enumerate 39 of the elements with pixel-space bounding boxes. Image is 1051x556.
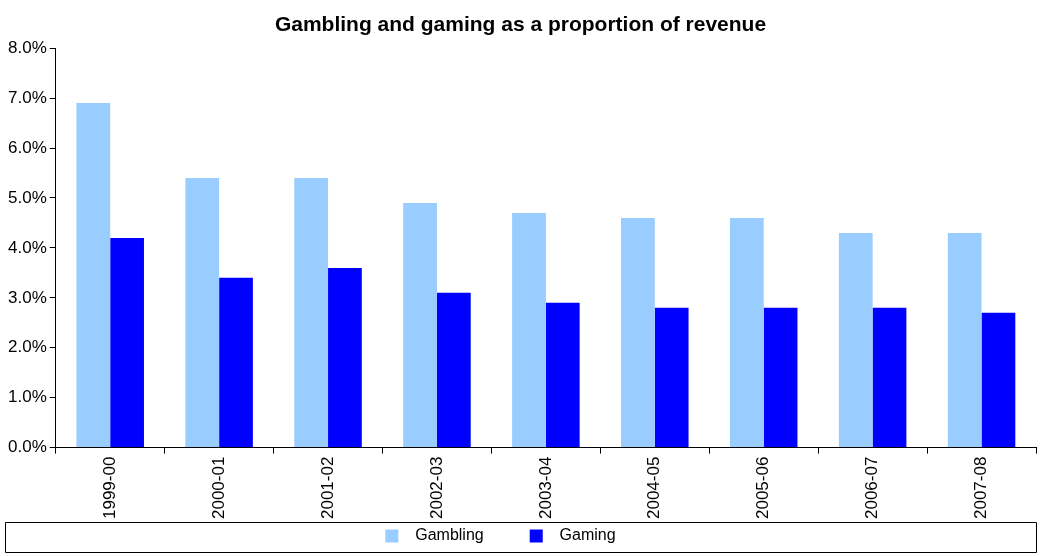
bar — [403, 202, 437, 448]
y-tick-label: 4.0% — [8, 237, 47, 257]
bar — [512, 212, 546, 448]
y-tick-label: 1.0% — [8, 387, 47, 407]
x-tick-label: 1999-00 — [99, 456, 119, 519]
x-tick-label: 2000-01 — [208, 456, 228, 519]
y-tick-label: 7.0% — [8, 87, 47, 107]
x-tick-label: 2006-07 — [862, 456, 882, 519]
legend-label: Gaming — [550, 526, 656, 544]
bar — [219, 277, 253, 448]
bar — [76, 103, 111, 448]
bar — [838, 232, 873, 448]
bar — [981, 312, 1016, 448]
bar — [654, 307, 689, 448]
bar — [621, 217, 655, 448]
bar — [545, 302, 580, 448]
bar — [436, 292, 471, 448]
x-tick-label: 2001-02 — [317, 456, 337, 519]
y-tick-label: 0.0% — [8, 437, 47, 457]
legend-label: Gambling — [406, 526, 524, 544]
x-tick-label: 2005-06 — [753, 456, 773, 519]
y-tick-label: 6.0% — [8, 137, 47, 157]
bar — [294, 178, 329, 448]
x-tick-label: 2003-04 — [535, 456, 555, 519]
bar — [763, 307, 798, 448]
bar — [110, 237, 144, 448]
bar — [947, 232, 982, 448]
bar — [328, 267, 362, 448]
y-tick-label: 2.0% — [8, 337, 47, 357]
y-tick-label: 3.0% — [8, 287, 47, 307]
y-tick-label: 8.0% — [8, 37, 47, 57]
y-tick-label: 5.0% — [8, 187, 47, 207]
bar — [185, 178, 220, 448]
x-tick-label: 2007-08 — [971, 456, 991, 519]
bar — [729, 217, 764, 448]
x-tick-label: 2004-05 — [644, 456, 664, 519]
x-tick-label: 2002-03 — [426, 456, 446, 519]
bar — [872, 307, 907, 448]
chart-title: Gambling and gaming as a proportion of revenue — [274, 12, 767, 36]
